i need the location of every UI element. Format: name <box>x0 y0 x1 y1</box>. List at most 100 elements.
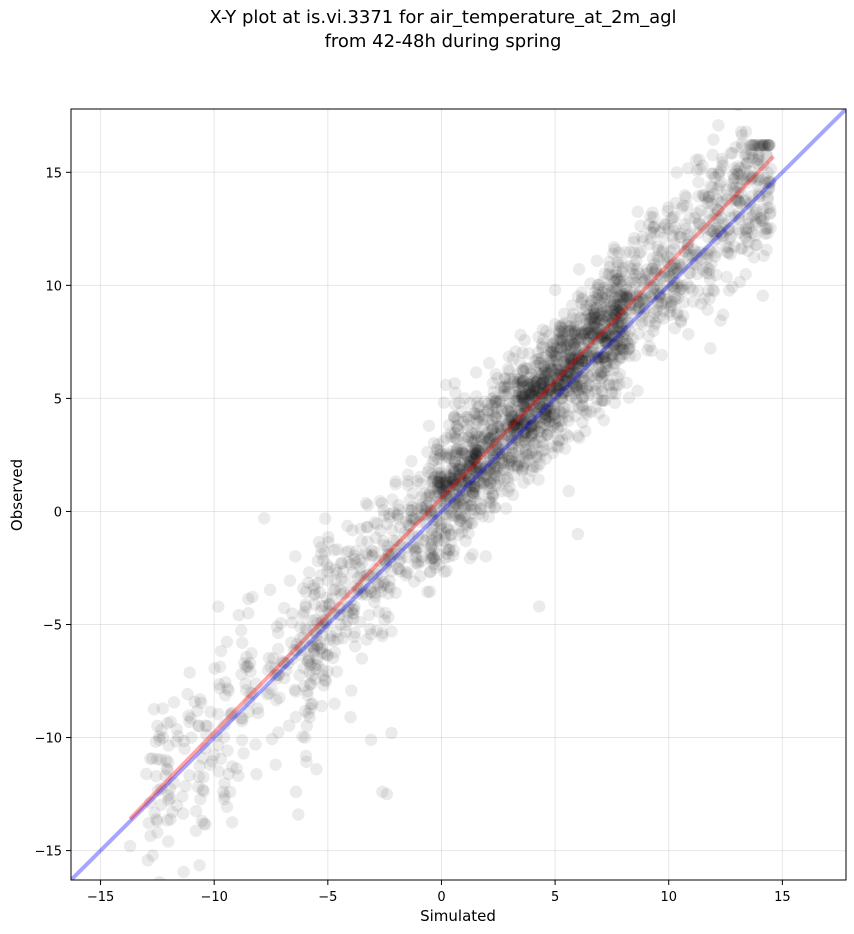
scatter-point <box>495 423 508 437</box>
scatter-point <box>485 423 499 437</box>
scatter-point <box>443 489 456 502</box>
scatter-point <box>146 849 159 862</box>
scatter-point <box>565 344 578 358</box>
scatter-point <box>549 387 562 401</box>
scatter-point <box>470 417 483 431</box>
scatter-point <box>565 327 579 341</box>
scatter-point <box>466 447 480 460</box>
scatter-point <box>456 443 470 456</box>
scatter-point <box>551 385 565 398</box>
scatter-point <box>244 686 257 700</box>
scatter-point <box>313 586 327 600</box>
scatter-point <box>714 176 727 189</box>
scatter-point <box>335 557 349 570</box>
scatter-point <box>357 585 371 599</box>
scatter-point <box>613 334 626 348</box>
scatter-point <box>433 444 447 458</box>
scatter-point <box>758 138 771 152</box>
scatter-point <box>511 458 525 472</box>
scatter-point <box>425 552 438 565</box>
scatter-point <box>199 719 212 732</box>
scatter-point <box>299 704 312 718</box>
scatter-point <box>722 204 736 217</box>
scatter-point <box>368 516 381 529</box>
scatter-point <box>657 254 671 267</box>
scatter-point <box>749 238 762 252</box>
scatter-point <box>699 266 713 280</box>
scatter-point <box>609 308 622 321</box>
scatter-point <box>703 223 717 236</box>
scatter-point <box>451 442 464 456</box>
scatter-point <box>603 294 617 308</box>
scatter-point <box>757 249 770 263</box>
scatter-point <box>749 229 762 242</box>
scatter-point <box>382 547 395 561</box>
scatter-point <box>375 497 389 510</box>
scatter-point <box>571 385 584 398</box>
scatter-point <box>745 138 758 152</box>
scatter-point <box>609 285 622 298</box>
scatter-point <box>489 427 502 440</box>
scatter-point <box>612 378 626 391</box>
scatter-point <box>583 326 596 340</box>
scatter-point <box>548 407 561 421</box>
scatter-point <box>444 537 458 550</box>
scatter-point <box>589 353 602 366</box>
scatter-point <box>243 695 256 708</box>
scatter-point <box>592 327 605 341</box>
scatter-point <box>471 401 485 414</box>
scatter-point <box>739 125 753 138</box>
scatter-point <box>616 330 630 344</box>
scatter-point <box>494 422 508 436</box>
scatter-point <box>470 429 484 443</box>
scatter-point <box>562 414 575 427</box>
scatter-point <box>559 342 572 356</box>
scatter-point <box>444 490 457 503</box>
scatter-point <box>721 245 734 259</box>
scatter-point <box>532 381 545 394</box>
scatter-point <box>556 338 569 352</box>
scatter-point <box>319 600 332 613</box>
chart-title: X-Y plot at is.vi.3371 for air_temperatu… <box>0 6 854 54</box>
scatter-point <box>682 250 695 263</box>
scatter-point <box>469 447 483 460</box>
scatter-point <box>587 308 601 322</box>
scatter-point <box>651 251 664 264</box>
scatter-point <box>411 558 424 571</box>
scatter-point <box>341 606 354 620</box>
scatter-point <box>464 455 477 469</box>
scatter-point <box>309 662 322 675</box>
scatter-point <box>380 787 394 801</box>
scatter-point <box>474 445 487 458</box>
scatter-point <box>707 133 720 146</box>
scatter-point <box>560 428 573 441</box>
scatter-point <box>594 365 608 379</box>
scatter-point <box>563 365 576 378</box>
scatter-point <box>517 398 531 411</box>
scatter-point <box>605 333 618 346</box>
scatter-point <box>547 339 560 353</box>
scatter-point <box>523 434 536 448</box>
scatter-point <box>428 453 441 467</box>
scatter-point <box>440 447 453 460</box>
scatter-point <box>501 417 514 430</box>
scatter-point <box>661 285 674 298</box>
scatter-point <box>535 435 548 449</box>
scatter-point <box>572 333 585 347</box>
scatter-point <box>647 220 660 234</box>
scatter-point <box>467 435 480 449</box>
scatter-point <box>489 394 503 407</box>
scatter-point <box>468 487 481 500</box>
scatter-point <box>491 435 504 449</box>
scatter-point <box>576 391 589 404</box>
scatter-point <box>689 153 703 167</box>
scatter-point <box>294 632 307 645</box>
scatter-point <box>686 295 700 308</box>
scatter-point <box>728 185 741 198</box>
scatter-point <box>636 234 650 248</box>
scatter-point <box>377 553 391 566</box>
scatter-point <box>698 292 711 305</box>
scatter-point <box>492 446 505 459</box>
scatter-point <box>410 541 423 555</box>
scatter-point <box>469 447 483 461</box>
